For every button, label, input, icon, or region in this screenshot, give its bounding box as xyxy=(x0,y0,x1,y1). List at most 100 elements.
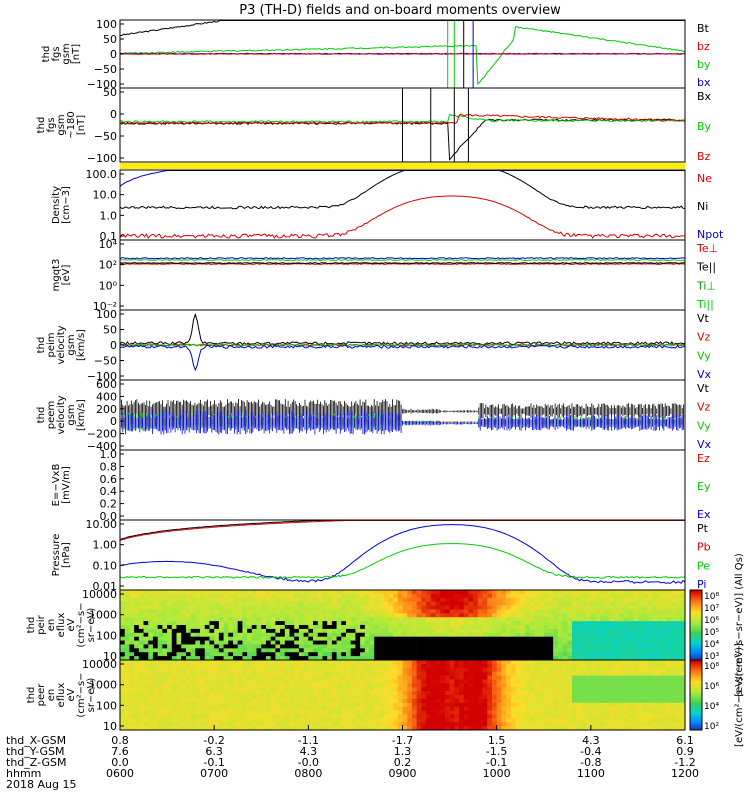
ion_spec-cell xyxy=(152,621,158,626)
ion_spec-cell xyxy=(181,613,187,618)
elec_spec-cell xyxy=(251,671,257,676)
ion_spec-cell xyxy=(256,609,262,614)
ion_spec-cell xyxy=(237,593,243,599)
ion_spec-cell xyxy=(600,628,606,634)
ion_spec-cell xyxy=(322,593,328,599)
ion_spec-cell xyxy=(223,617,229,622)
elec_spec-cell xyxy=(308,660,314,665)
ion_spec-cell xyxy=(680,605,686,610)
ion_spec-cell xyxy=(670,648,676,653)
ion_spec-cell xyxy=(148,605,154,610)
elec_spec-cell xyxy=(557,714,563,719)
elec_spec-cell xyxy=(633,671,639,676)
elec_spec-cell xyxy=(604,663,610,669)
ion_spec-cell xyxy=(557,648,563,653)
ion_spec-cell xyxy=(642,590,648,595)
elec_spec-cell xyxy=(171,726,177,731)
ion_spec-cell xyxy=(402,593,408,599)
elec_spec-cell xyxy=(543,710,549,715)
ion_spec-cell xyxy=(369,609,375,614)
ion_spec-cell xyxy=(331,652,337,657)
elec_spec-cell xyxy=(468,718,474,723)
elec_spec-cell xyxy=(562,726,568,731)
ion_spec-cell xyxy=(233,609,239,614)
ion_spec-cell xyxy=(680,593,686,599)
elec_spec-cell xyxy=(138,702,144,707)
footer-value-2-3: 0.2 xyxy=(394,756,412,769)
ion_spec-cell xyxy=(251,617,257,622)
ion_spec-cell xyxy=(185,632,191,637)
elec_spec-cell xyxy=(317,691,323,696)
ion_spec-cell xyxy=(557,617,563,622)
ion_spec-cell xyxy=(228,632,234,637)
elec_spec-cell xyxy=(666,687,672,692)
elec_spec-cell xyxy=(294,714,300,719)
elec_spec-cell xyxy=(388,722,394,727)
ion_spec-cell xyxy=(313,601,319,606)
ion_spec-cell xyxy=(652,617,658,622)
elec_spec-cell xyxy=(388,687,394,692)
ion_spec-cell xyxy=(529,632,535,637)
elec_spec-cell xyxy=(152,667,158,672)
elec_spec-cell xyxy=(256,710,262,715)
elec_spec-cell xyxy=(482,706,488,711)
elec_spec-cell xyxy=(242,667,248,672)
elec_spec-cell xyxy=(393,667,399,672)
elec_spec-cell xyxy=(152,679,158,684)
elec_spec-cell xyxy=(167,706,173,711)
ion_spec-cell xyxy=(120,617,126,622)
elec_spec-cell xyxy=(378,698,384,704)
elec_spec-cell xyxy=(303,698,309,704)
ion_spec-cell xyxy=(576,601,582,606)
elec_spec-cell xyxy=(247,663,253,669)
ion_spec-cell xyxy=(407,644,413,649)
ion_spec-cell xyxy=(440,656,446,661)
ion_spec-cell xyxy=(680,590,686,595)
elec_spec-cell xyxy=(341,667,347,672)
ion_spec-cell xyxy=(289,640,295,645)
elec_spec-cell xyxy=(148,698,154,704)
elec_spec-cell xyxy=(614,714,620,719)
ion_spec-cell xyxy=(600,609,606,614)
temp-ytick-2: 10⁰ xyxy=(99,279,118,292)
elec_spec-cell xyxy=(303,722,309,727)
ion_spec-cell xyxy=(218,621,224,626)
elec_spec-cell xyxy=(284,671,290,676)
elec_spec-cell xyxy=(623,687,629,692)
elec_spec-cell xyxy=(242,675,248,680)
ion_spec-cell xyxy=(572,605,578,610)
ion_spec-cell xyxy=(350,621,356,626)
elec_spec-cell xyxy=(124,683,130,688)
elec_spec-cell xyxy=(200,675,206,680)
elec_spec-cell xyxy=(209,691,215,696)
ion_spec-cell xyxy=(656,601,662,606)
elec_spec-cell xyxy=(185,687,191,692)
ion_spec-cell xyxy=(393,632,399,637)
elec_spec-cell xyxy=(435,710,441,715)
ion_spec-cell xyxy=(496,652,502,657)
elec_spec-cell xyxy=(548,683,554,688)
ion_spec-cell xyxy=(491,644,497,649)
elec_spec-cell xyxy=(562,675,568,680)
ion_spec-cell xyxy=(459,656,465,661)
elec_spec-cell xyxy=(346,663,352,669)
temp-ylabel-1: [eV] xyxy=(61,265,72,286)
elec_spec-cell xyxy=(167,710,173,715)
elec_spec-cell xyxy=(242,687,248,692)
elec_spec-cell xyxy=(313,706,319,711)
elec_spec-cell xyxy=(529,718,535,723)
elec_spec-cell xyxy=(459,671,465,676)
elec_spec-cell xyxy=(637,698,643,704)
ion_spec-cell xyxy=(506,613,512,618)
fgs_dc-ytick-2: −50 xyxy=(94,130,117,143)
elec_spec-cell xyxy=(134,695,140,700)
elec_spec-cell xyxy=(661,710,667,715)
ion_spec-cell xyxy=(336,632,342,637)
ion_spec-cell xyxy=(482,644,488,649)
elec_spec-cell xyxy=(214,695,220,700)
elec_spec-cell xyxy=(369,726,375,731)
ion_spec-cell xyxy=(242,625,248,630)
ion_spec-cell xyxy=(468,601,474,606)
ion_spec-cell xyxy=(449,593,455,599)
ion_spec-cell xyxy=(604,656,610,661)
